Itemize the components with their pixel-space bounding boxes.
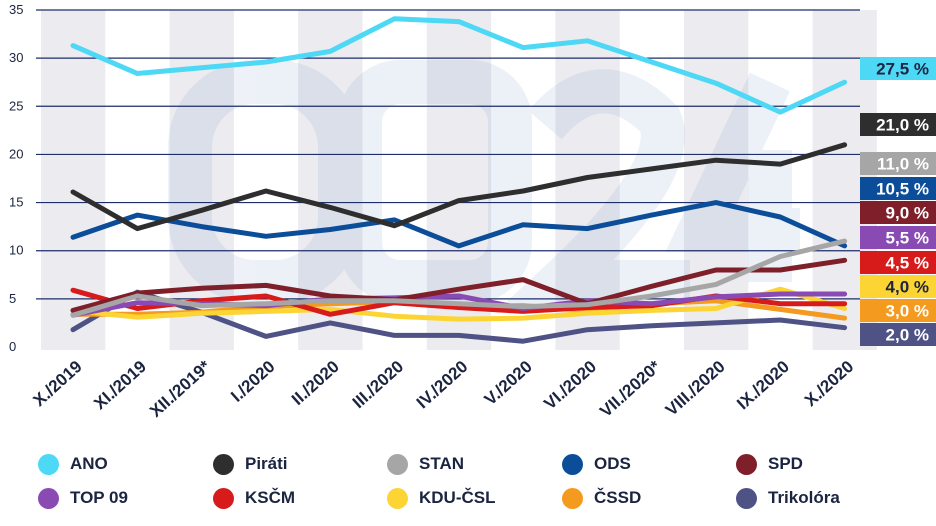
legend-label: ČSSD: [594, 488, 642, 507]
legend-item-spd: SPD: [736, 452, 803, 476]
end-value-labels: 27,5 % 21,0 % 11,0 % 10,5 % 9,0 % 5,5 % 4,5 % 4…: [860, 57, 936, 346]
x-tick-label: XII./2019*: [146, 357, 214, 421]
x-tick-label: XI./2019: [90, 357, 150, 413]
end-label-text: 4,5 %: [886, 254, 929, 273]
end-label-box: [860, 299, 936, 322]
end-label-text: 9,0 %: [886, 204, 929, 223]
end-label-text: 11,0 %: [877, 155, 929, 174]
legend-item-stan: STAN: [387, 452, 464, 476]
legend-swatch: [213, 487, 234, 509]
legend-label: KDU-ČSL: [419, 488, 496, 507]
end-label-ods: 10,5 %: [860, 177, 936, 200]
x-tick-label: II./2020: [288, 357, 343, 409]
end-label-box: [860, 275, 936, 298]
legend-item-cssd: ČSSD: [562, 486, 641, 510]
y-tick-label: 5: [9, 291, 16, 306]
x-tick-label: IX./2020: [733, 357, 793, 413]
series-lines: [70, 16, 848, 344]
series-line-ano: [70, 16, 848, 115]
legend-item-kscm: KSČM: [213, 486, 295, 510]
end-label-box: [860, 201, 936, 224]
legend-label: Piráti: [245, 454, 288, 473]
legend-label: ODS: [594, 454, 631, 473]
legend-swatch: [562, 453, 583, 475]
end-label-text: 4,0 %: [886, 278, 929, 297]
legend-item-kdu-csl: KDU-ČSL: [387, 486, 496, 510]
end-label-text: 10,5 %: [876, 180, 929, 199]
legend-swatch: [213, 453, 234, 475]
end-label-text: 2,0 %: [886, 326, 929, 345]
y-tick-label: 10: [9, 243, 23, 258]
x-tick-label: IV./2020: [413, 357, 472, 412]
end-label-stan: 11,0 %: [860, 152, 936, 175]
legend-item-ods: ODS: [562, 452, 631, 476]
end-label-box: [860, 323, 936, 346]
y-tick-label: 25: [9, 98, 23, 113]
legend-swatch: [38, 453, 59, 475]
legend-swatch: [736, 487, 757, 509]
series-line-pirati: [70, 142, 848, 232]
series-line-stan: [70, 238, 848, 318]
y-tick-label: 35: [9, 2, 23, 17]
end-label-trikolora: 2,0 %: [860, 323, 936, 346]
end-label-box: [860, 177, 936, 200]
end-label-kdu-csl: 4,0 %: [860, 275, 936, 298]
x-tick-label: III./2020: [349, 357, 407, 412]
legend-label: SPD: [768, 454, 803, 473]
end-label-top-09: 5,5 %: [860, 226, 936, 249]
legend-label: STAN: [419, 454, 465, 473]
x-tick-label: V./2020: [481, 357, 536, 409]
legend-item-top-09: TOP 09: [38, 486, 128, 510]
end-label-box: [860, 57, 936, 80]
end-label-pirati: 21,0 %: [860, 113, 936, 136]
legend-swatch: [736, 453, 757, 475]
x-tick-label: VIII./2020: [662, 357, 729, 420]
end-label-text: 5,5 %: [886, 229, 929, 248]
y-axis-ticks: 0 5 10 15 20 25 30 35: [9, 2, 23, 354]
legend-item-trikolora: Trikolóra: [736, 486, 840, 510]
legend-label: KSČM: [245, 488, 296, 507]
end-label-text: 27,5 %: [876, 60, 929, 79]
end-label-box: [860, 152, 936, 175]
end-label-box: [860, 251, 936, 274]
legend-label: Trikolóra: [768, 488, 840, 507]
end-label-box: [860, 113, 936, 136]
series-line-kdu-csl: [70, 286, 848, 322]
legend-item-ano: ANO: [38, 452, 108, 476]
end-label-cssd: 3,0 %: [860, 299, 936, 322]
legend-label: TOP 09: [70, 488, 128, 507]
end-label-text: 3,0 %: [886, 302, 929, 321]
legend-swatch: [38, 487, 59, 509]
end-label-kscm: 4,5 %: [860, 251, 936, 274]
legend-swatch: [387, 487, 408, 509]
legend-swatch: [562, 487, 583, 509]
column-stripe: [41, 10, 106, 350]
end-label-text: 21,0 %: [876, 116, 929, 135]
y-tick-label: 15: [9, 195, 23, 210]
x-tick-label: VI./2020: [540, 357, 600, 413]
x-tick-label: X./2020: [801, 357, 857, 410]
series-line-spd: [70, 257, 848, 313]
x-tick-label: X./2019: [29, 357, 85, 410]
y-tick-label: 20: [9, 146, 23, 161]
legend-label: ANO: [70, 454, 108, 473]
end-label-spd: 9,0 %: [860, 201, 936, 224]
series-line-ods: [70, 200, 848, 249]
legend-item-pirati: Piráti: [213, 452, 288, 476]
y-tick-label: 30: [9, 50, 23, 65]
end-label-ano: 27,5 %: [860, 57, 936, 80]
x-tick-label: VII./2020*: [596, 357, 664, 421]
end-label-box: [860, 226, 936, 249]
legend: ANO Piráti STAN ODS SPD TOP 09 KSČM KDU-ČSL ČSSD…: [0, 448, 936, 526]
y-tick-label: 0: [9, 339, 16, 354]
x-tick-label: I./2020: [227, 357, 278, 406]
legend-swatch: [387, 453, 408, 475]
column-stripe: [684, 10, 749, 350]
